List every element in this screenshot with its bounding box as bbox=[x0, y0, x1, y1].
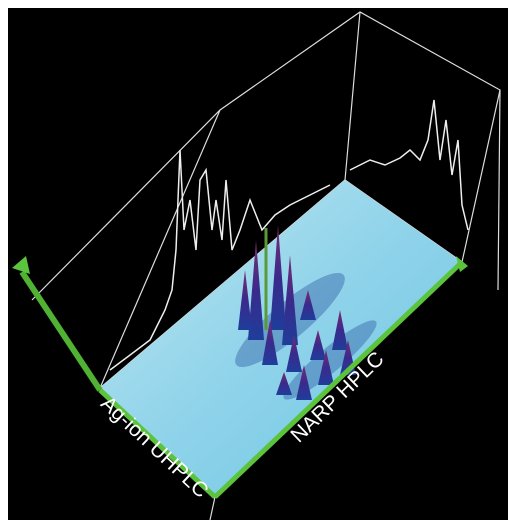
chromatogram-3d: Ag-ion UHPLC NARP HPLC bbox=[0, 0, 514, 527]
page: {"labels": {"first_dimension": "Ag-ion U… bbox=[0, 0, 514, 527]
